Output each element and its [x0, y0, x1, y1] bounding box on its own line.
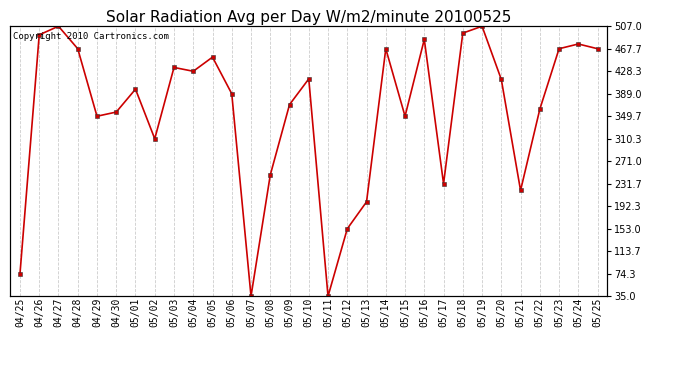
Text: Copyright 2010 Cartronics.com: Copyright 2010 Cartronics.com	[13, 32, 169, 40]
Title: Solar Radiation Avg per Day W/m2/minute 20100525: Solar Radiation Avg per Day W/m2/minute …	[106, 10, 511, 25]
